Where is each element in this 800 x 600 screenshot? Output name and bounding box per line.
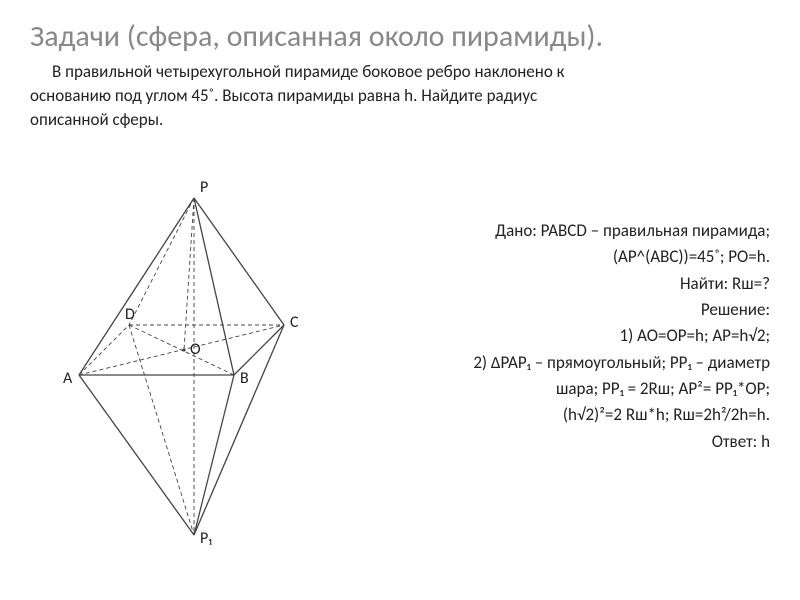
given-line-3: Найти: Rш=? [375, 271, 770, 297]
pyramid-diagram: P D C A B O P₁ [34, 170, 354, 560]
svg-text:P₁: P₁ [200, 529, 212, 548]
given-line-2: (AP^(ABC))=45˚; PO=h. [375, 244, 770, 270]
intro-line-2: основанию под углом 45˚. Высота пирамиды… [30, 85, 770, 107]
intro-line-3: описанной сферы. [30, 109, 770, 131]
given-line-8: (h√2)²=2 Rш*h; Rш=2h²/2h=h. [375, 402, 770, 428]
svg-text:P: P [200, 178, 208, 197]
svg-text:O: O [190, 340, 201, 359]
problem-statement: В правильной четырехугольной пирамиде бо… [30, 61, 770, 131]
given-line-7: шара; PP₁ = 2Rш; AP²= PP₁*OP; [375, 376, 770, 402]
svg-text:B: B [240, 369, 249, 388]
slide-title: Задачи (сфера, описанная около пирамиды)… [30, 20, 770, 55]
svg-text:D: D [125, 305, 135, 324]
given-line-6: 2) ∆PAP₁ – прямоугольный; PP₁ – диаметр [375, 350, 770, 376]
given-line-1: Дано: PABCD – правильная пирамида; [375, 218, 770, 244]
svg-text:C: C [290, 313, 299, 332]
svg-text:A: A [63, 369, 73, 388]
given-line-4: Решение: [375, 297, 770, 323]
intro-line-1: В правильной четырехугольной пирамиде бо… [30, 61, 770, 83]
given-line-5: 1) AO=OP=h; AP=h√2; [375, 323, 770, 349]
given-line-9: Ответ: h [375, 429, 770, 455]
solution-block: Дано: PABCD – правильная пирамида; (AP^(… [375, 218, 770, 455]
